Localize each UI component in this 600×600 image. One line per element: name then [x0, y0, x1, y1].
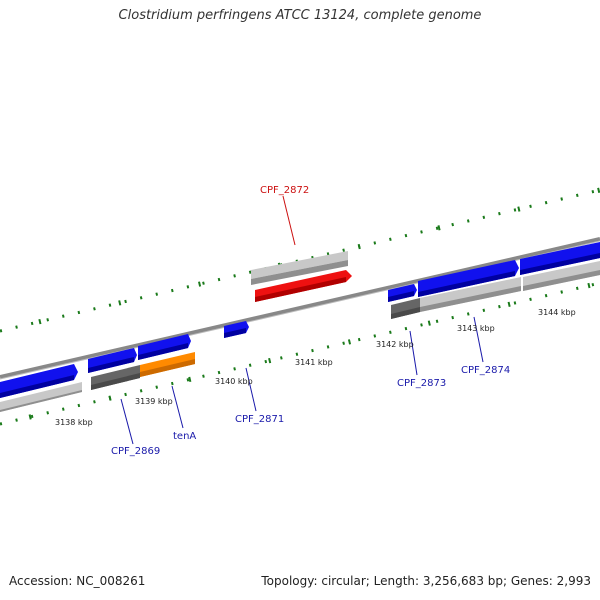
genome-backbone: [0, 237, 600, 379]
accession-label: Accession: NC_008261: [9, 574, 146, 588]
feature-gray-upper: [251, 251, 348, 285]
tick-row-top: [0, 187, 600, 334]
scale-label-3142: 3142 kbp: [376, 340, 414, 349]
gene-plus-cpf2873-arrow[interactable]: [388, 284, 417, 302]
gene-plus-left-1[interactable]: [0, 364, 78, 398]
gene-label-cpf2871[interactable]: CPF_2871: [235, 414, 284, 425]
scale-label-3138: 3138 kbp: [55, 418, 93, 427]
gene-label-tena[interactable]: tenA: [173, 431, 196, 442]
feature-gray-2874: [420, 277, 521, 312]
scale-label-3143: 3143 kbp: [457, 324, 495, 333]
gene-plus-cpf2871-arrow[interactable]: [224, 321, 249, 338]
gene-label-cpf2869[interactable]: CPF_2869: [111, 446, 160, 457]
gene-plus-right-edge[interactable]: [520, 242, 600, 275]
feature-dark-2869: [91, 365, 140, 390]
gene-label-cpf2872[interactable]: CPF_2872: [260, 185, 309, 196]
scale-label-3139: 3139 kbp: [135, 397, 173, 406]
genome-summary-label: Topology: circular; Length: 3,256,683 bp…: [261, 574, 591, 588]
scale-label-3141: 3141 kbp: [295, 358, 333, 367]
gene-plus-tena-arrow[interactable]: [138, 334, 191, 360]
feature-gray-left: [0, 382, 82, 412]
gene-cpf2872-arrow[interactable]: [255, 270, 352, 302]
scale-label-3144: 3144 kbp: [538, 308, 576, 317]
gene-label-cpf2874[interactable]: CPF_2874: [461, 365, 510, 376]
gene-label-cpf2873[interactable]: CPF_2873: [397, 378, 446, 389]
gene-plus-cpf2874-arrow[interactable]: [418, 260, 519, 297]
tick-row-bottom: [0, 280, 600, 427]
gene-orange-tena[interactable]: [140, 352, 195, 377]
leader-lines: [120, 195, 484, 445]
scale-label-3140: 3140 kbp: [215, 377, 253, 386]
gene-plus-cpf2869-arrow[interactable]: [88, 348, 137, 373]
feature-gray-right: [523, 261, 600, 291]
map-title: Clostridium perfringens ATCC 13124, comp…: [118, 8, 482, 23]
feature-dark-2873: [391, 298, 420, 319]
